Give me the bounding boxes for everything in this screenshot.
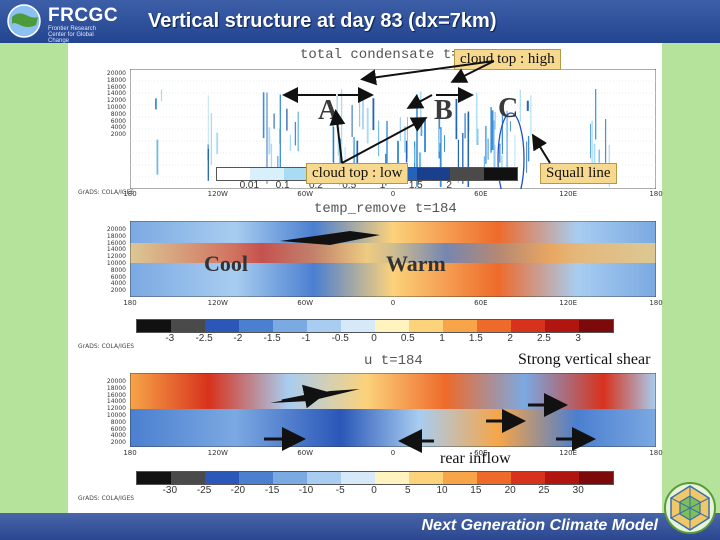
arrow-squall — [531, 133, 551, 164]
slide-title: Vertical structure at day 83 (dx=7km) — [148, 10, 497, 32]
panel1-grads-label: GrADS: COLA/IGES — [78, 189, 135, 196]
arrow-low-a — [329, 109, 346, 164]
globe-logo-icon — [7, 4, 41, 38]
label-rear-inflow: rear inflow — [440, 450, 511, 467]
logo-text: FRCGC — [48, 5, 119, 26]
panel3-title: u t=184 — [364, 353, 423, 369]
arrow-low-b — [341, 117, 428, 164]
panel2-colorbar-labels: -3 -2.5 -2 -1.5 -1 -0.5 0 0.5 1 1.5 2 2.… — [165, 333, 581, 344]
panel3-y-axis: 20000 18000 16000 14000 12000 10000 8000 600… — [106, 378, 126, 447]
panel2-x-axis: 180 120W 60W 0 60E 120E 180 — [123, 299, 663, 307]
panel3-grads-label: GrADS: COLA/IGES — [78, 495, 135, 502]
footer-bar: Next Generation Climate Model — [0, 513, 720, 540]
arrow-high-a — [360, 60, 495, 86]
panel3-plot — [130, 373, 656, 447]
white-divider — [68, 43, 74, 513]
left-green-band — [0, 43, 70, 513]
figure-area: total condensate t=184 20000 18000 16000 1… — [74, 43, 663, 513]
panel1-x-axis: 180 120W 60W 0 60E 120E 180 — [123, 190, 663, 198]
logo-subtitle: Frontier Research Center for Global Chan… — [48, 26, 97, 44]
annotation-arrows — [264, 60, 596, 453]
panel2-y-axis: 20000 18000 16000 14000 12000 10000 8000 600… — [106, 226, 126, 295]
panel3-x-axis: 180 120W 60W 0 60E 120E 180 — [123, 449, 663, 457]
arrow-b-left — [406, 94, 433, 109]
label-strong-vertical-shear: Strong vertical shear — [518, 351, 651, 368]
frcgc-logo: FRCGC Frontier Research Center for Globa… — [4, 3, 118, 44]
label-c: C — [498, 93, 519, 124]
panel3-colorbar — [136, 471, 614, 485]
callout-cloud-top-low: cloud top : low — [306, 163, 409, 184]
label-warm: Warm — [386, 251, 446, 276]
panel3-colorbar-labels: -30 -25 -20 -15 -10 -5 0 5 10 15 20 25 3… — [162, 485, 584, 496]
footer-text: Next Generation Climate Model — [421, 517, 659, 534]
panel2-plot — [130, 221, 656, 297]
panel1-title: total condensate t=184 — [300, 47, 485, 63]
panel2-colorbar — [136, 319, 614, 333]
label-b: B — [434, 95, 453, 126]
arrow-high-b — [450, 60, 495, 83]
panel2-title: temp_remove t=184 — [314, 201, 457, 217]
geodesic-globe-icon — [664, 482, 716, 534]
header-bar: FRCGC Frontier Research Center for Globa… — [0, 0, 720, 44]
callout-squall-line: Squall line — [540, 163, 617, 184]
arrow-tilt — [281, 384, 328, 409]
panel1-colorbar-labels: 0.01 0.1 0.2 0.5 1 1.5 2 — [239, 180, 452, 191]
label-cool: Cool — [204, 251, 248, 276]
right-green-band — [662, 43, 720, 513]
panel1-y-axis: 20000 18000 16000 14000 12000 10000 8000 600… — [106, 70, 126, 139]
panel2-grads-label: GrADS: COLA/IGES — [78, 343, 135, 350]
